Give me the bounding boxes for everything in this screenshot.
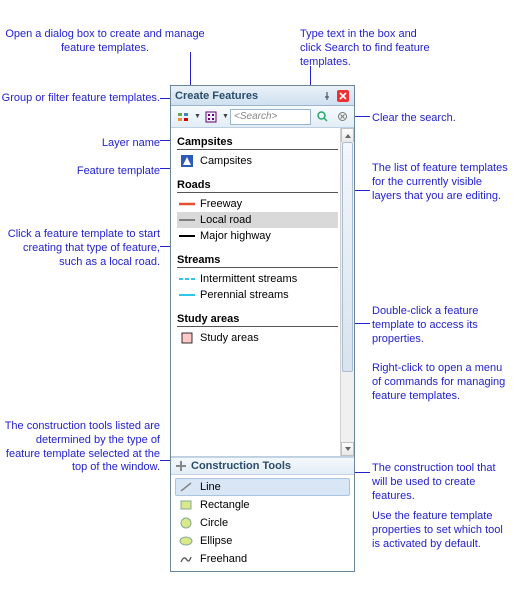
scroll-up-icon[interactable] bbox=[341, 128, 354, 142]
template-label: Intermittent streams bbox=[200, 273, 297, 285]
template-label: Local road bbox=[200, 214, 251, 226]
tools-icon bbox=[175, 460, 187, 472]
template-label: Major highway bbox=[200, 230, 271, 242]
feature-template-item[interactable]: Campsites bbox=[177, 153, 338, 169]
layer-heading: Study areas bbox=[177, 309, 338, 327]
group-filter-button[interactable] bbox=[174, 108, 192, 126]
annot-search: Type text in the box and click Search to… bbox=[300, 28, 430, 69]
scroll-down-icon[interactable] bbox=[341, 442, 354, 456]
annot-tool-default: Use the feature template properties to s… bbox=[372, 510, 512, 551]
feature-template-item[interactable]: Major highway bbox=[177, 228, 338, 244]
annot-tool-current: The construction tool that will be used … bbox=[372, 462, 512, 503]
template-label: Study areas bbox=[200, 332, 259, 344]
construction-tool-item[interactable]: Ellipse bbox=[175, 532, 350, 550]
construction-tool-item[interactable]: Circle bbox=[175, 514, 350, 532]
layer-heading: Streams bbox=[177, 250, 338, 268]
annot-group-filter: Group or filter feature templates. bbox=[0, 92, 160, 106]
scrollbar[interactable] bbox=[340, 128, 354, 456]
annot-dblclick: Double-click a feature template to acces… bbox=[372, 305, 512, 346]
organize-templates-button[interactable] bbox=[202, 108, 220, 126]
annot-list: The list of feature templates for the cu… bbox=[372, 162, 512, 203]
construction-tool-item[interactable]: Freehand bbox=[175, 550, 350, 568]
annot-clear: Clear the search. bbox=[372, 112, 512, 126]
close-icon[interactable] bbox=[336, 89, 350, 103]
pin-icon[interactable] bbox=[320, 89, 334, 103]
tool-label: Rectangle bbox=[200, 499, 250, 511]
annot-click-template: Click a feature template to start creati… bbox=[0, 228, 160, 269]
layer-heading: Roads bbox=[177, 175, 338, 193]
construction-tool-item[interactable]: Line bbox=[175, 478, 350, 496]
template-symbol-icon bbox=[179, 289, 195, 301]
annot-construction-desc: The construction tools listed are determ… bbox=[0, 420, 160, 475]
tool-icon bbox=[178, 552, 194, 566]
template-label: Campsites bbox=[200, 155, 252, 167]
tool-icon bbox=[178, 480, 194, 494]
tool-label: Ellipse bbox=[200, 535, 232, 547]
annot-rightclick: Right-click to open a menu of commands f… bbox=[372, 362, 512, 403]
clear-search-button[interactable] bbox=[333, 108, 351, 126]
tool-label: Freehand bbox=[200, 553, 247, 565]
construction-title: Construction Tools bbox=[191, 460, 291, 472]
template-symbol-icon bbox=[179, 198, 195, 210]
feature-template-item[interactable]: Local road bbox=[177, 212, 338, 228]
feature-template-item[interactable]: Freeway bbox=[177, 196, 338, 212]
toolbar: ▼ ▼ <Search> bbox=[171, 106, 354, 128]
feature-template-item[interactable]: Study areas bbox=[177, 330, 338, 346]
tool-label: Circle bbox=[200, 517, 228, 529]
search-placeholder: <Search> bbox=[234, 111, 277, 122]
templates-list: Campsites Campsites Roads Freeway Local road… bbox=[171, 128, 354, 457]
chevron-down-icon[interactable]: ▼ bbox=[194, 113, 200, 120]
chevron-down-icon[interactable]: ▼ bbox=[222, 113, 228, 120]
layer-heading: Campsites bbox=[177, 132, 338, 150]
annot-dialog: Open a dialog box to create and manage f… bbox=[0, 28, 210, 56]
template-symbol-icon bbox=[179, 155, 195, 167]
construction-tools-header: Construction Tools bbox=[171, 457, 354, 475]
template-symbol-icon bbox=[179, 332, 195, 344]
create-features-window: Create Features ▼ ▼ <Search> Campsite bbox=[170, 85, 355, 572]
tool-icon bbox=[178, 516, 194, 530]
annot-layer-name: Layer name bbox=[0, 137, 160, 151]
titlebar[interactable]: Create Features bbox=[171, 86, 354, 106]
template-label: Freeway bbox=[200, 198, 242, 210]
search-input[interactable]: <Search> bbox=[230, 109, 311, 125]
annot-feature-template: Feature template bbox=[0, 165, 160, 179]
search-button[interactable] bbox=[313, 108, 331, 126]
construction-tools-list: Line Rectangle Circle Ellipse Freehand bbox=[171, 475, 354, 571]
feature-template-item[interactable]: Intermittent streams bbox=[177, 271, 338, 287]
window-title: Create Features bbox=[175, 90, 318, 102]
template-symbol-icon bbox=[179, 230, 195, 242]
feature-template-item[interactable]: Perennial streams bbox=[177, 287, 338, 303]
tool-label: Line bbox=[200, 481, 221, 493]
scroll-thumb[interactable] bbox=[342, 142, 353, 372]
construction-tool-item[interactable]: Rectangle bbox=[175, 496, 350, 514]
template-label: Perennial streams bbox=[200, 289, 289, 301]
template-symbol-icon bbox=[179, 273, 195, 285]
tool-icon bbox=[178, 534, 194, 548]
tool-icon bbox=[178, 498, 194, 512]
template-symbol-icon bbox=[179, 214, 195, 226]
